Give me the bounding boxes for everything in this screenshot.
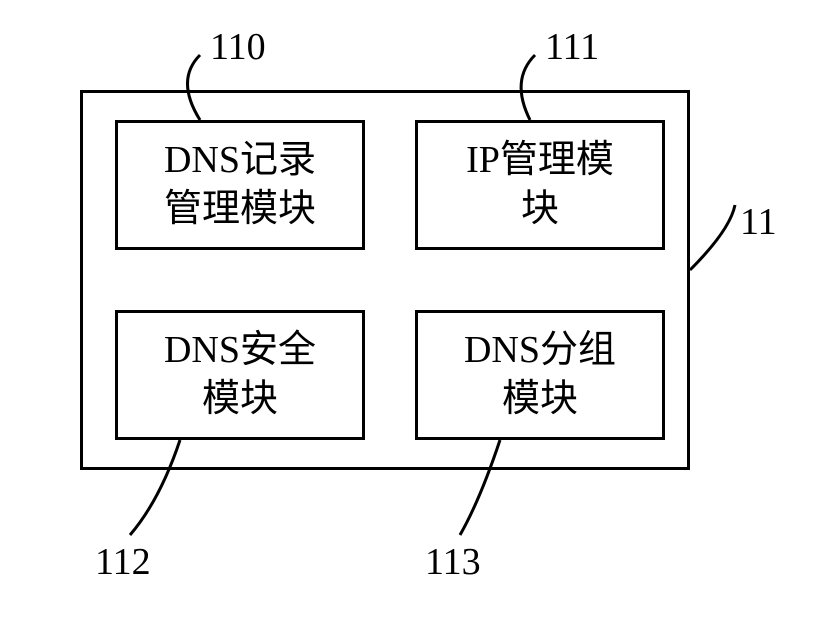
leader-lines — [0, 0, 830, 622]
